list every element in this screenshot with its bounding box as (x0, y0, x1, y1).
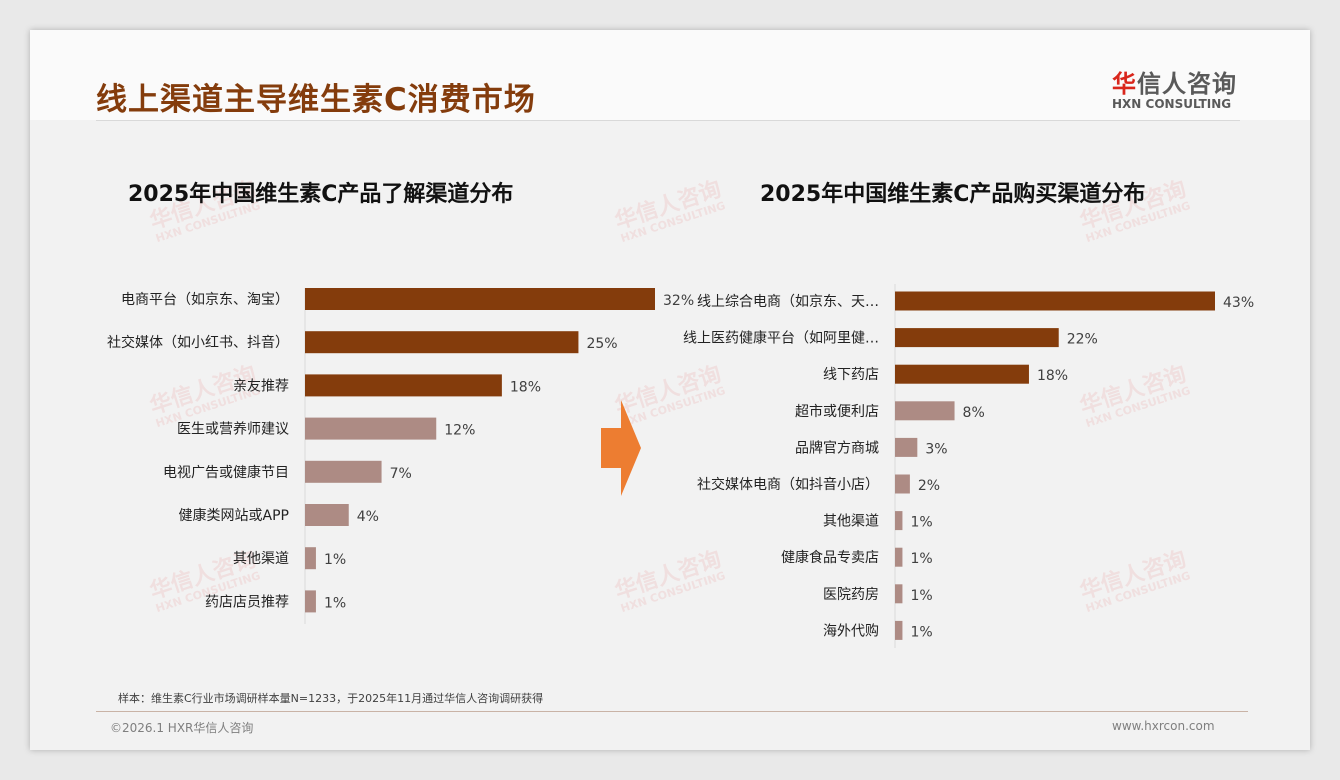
bar (895, 511, 903, 531)
data-label: 1% (910, 515, 932, 531)
bar (895, 291, 1215, 311)
category-label: 社交媒体电商（如抖音小店） (697, 476, 879, 493)
bar (305, 590, 316, 613)
bar (305, 331, 579, 354)
category-label: 健康类网站或APP (179, 507, 289, 524)
category-label: 亲友推荐 (233, 378, 289, 394)
bar (305, 374, 502, 397)
category-label: 健康食品专卖店 (781, 549, 879, 566)
data-label: 43% (1223, 295, 1254, 311)
bar (305, 504, 349, 526)
data-label: 32% (663, 293, 694, 309)
copyright: ©2026.1 HXR华信人咨询 (110, 721, 254, 735)
bar (895, 364, 1029, 384)
bar (895, 437, 918, 457)
category-label: 线下药店 (823, 367, 879, 383)
footer-divider (96, 711, 1248, 712)
category-label: 社交媒体（如小红书、抖音） (107, 334, 289, 351)
logo-red-char: 华 (1112, 70, 1137, 98)
bar (895, 328, 1059, 348)
data-label: 18% (510, 379, 541, 395)
category-label: 品牌官方商城 (795, 439, 879, 456)
category-label: 线上医药健康平台（如阿里健… (683, 330, 879, 347)
slide: 线上渠道主导维生素C消费市场 华信人咨询 HXN CONSULTING 样本：维… (30, 30, 1310, 750)
data-label: 18% (1037, 368, 1068, 384)
website: www.hxrcon.com (1112, 719, 1215, 733)
logo: 华信人咨询 HXN CONSULTING (1112, 64, 1237, 111)
bar (895, 620, 903, 640)
chart-title-right: 2025年中国维生素C产品购买渠道分布 (760, 182, 1146, 207)
data-label: 8% (963, 405, 985, 421)
header-divider (96, 120, 1240, 121)
sample-note: 样本：维生素C行业市场调研样本量N=1233，于2025年11月通过华信人咨询调… (118, 692, 544, 705)
data-label: 1% (324, 552, 346, 568)
category-label: 超市或便利店 (795, 403, 879, 420)
category-label: 电视广告或健康节目 (163, 464, 289, 481)
header-band (30, 30, 1310, 120)
data-label: 2% (918, 478, 940, 494)
chart-title-left: 2025年中国维生素C产品了解渠道分布 (128, 182, 514, 207)
arrow-right-icon (601, 400, 641, 496)
data-label: 22% (1067, 332, 1098, 348)
bar (305, 460, 382, 483)
data-label: 1% (324, 595, 346, 611)
data-label: 4% (357, 509, 379, 525)
category-label: 线上综合电商（如京东、天… (697, 294, 879, 310)
bar (895, 584, 903, 604)
data-label: 12% (444, 423, 475, 439)
category-label: 电商平台（如京东、淘宝） (121, 292, 289, 308)
bar (305, 547, 316, 570)
data-label: 1% (910, 588, 932, 604)
bar (305, 288, 655, 310)
bar (305, 417, 437, 440)
logo-en: HXN CONSULTING (1112, 97, 1232, 111)
data-label: 25% (586, 336, 617, 352)
bar (895, 401, 955, 421)
page-title: 线上渠道主导维生素C消费市场 (96, 82, 536, 118)
category-label: 医生或营养师建议 (177, 422, 289, 438)
category-label: 其他渠道 (823, 514, 879, 530)
data-label: 1% (910, 624, 932, 640)
logo-cn: 信人咨询 (1137, 70, 1237, 98)
category-label: 其他渠道 (233, 551, 289, 567)
bar (895, 474, 910, 494)
category-label: 药店店员推荐 (205, 594, 289, 610)
data-label: 7% (390, 466, 412, 482)
bar (895, 547, 903, 567)
category-label: 医院药房 (823, 587, 879, 603)
data-label: 1% (910, 551, 932, 567)
category-label: 海外代购 (823, 623, 879, 639)
data-label: 3% (925, 441, 947, 457)
